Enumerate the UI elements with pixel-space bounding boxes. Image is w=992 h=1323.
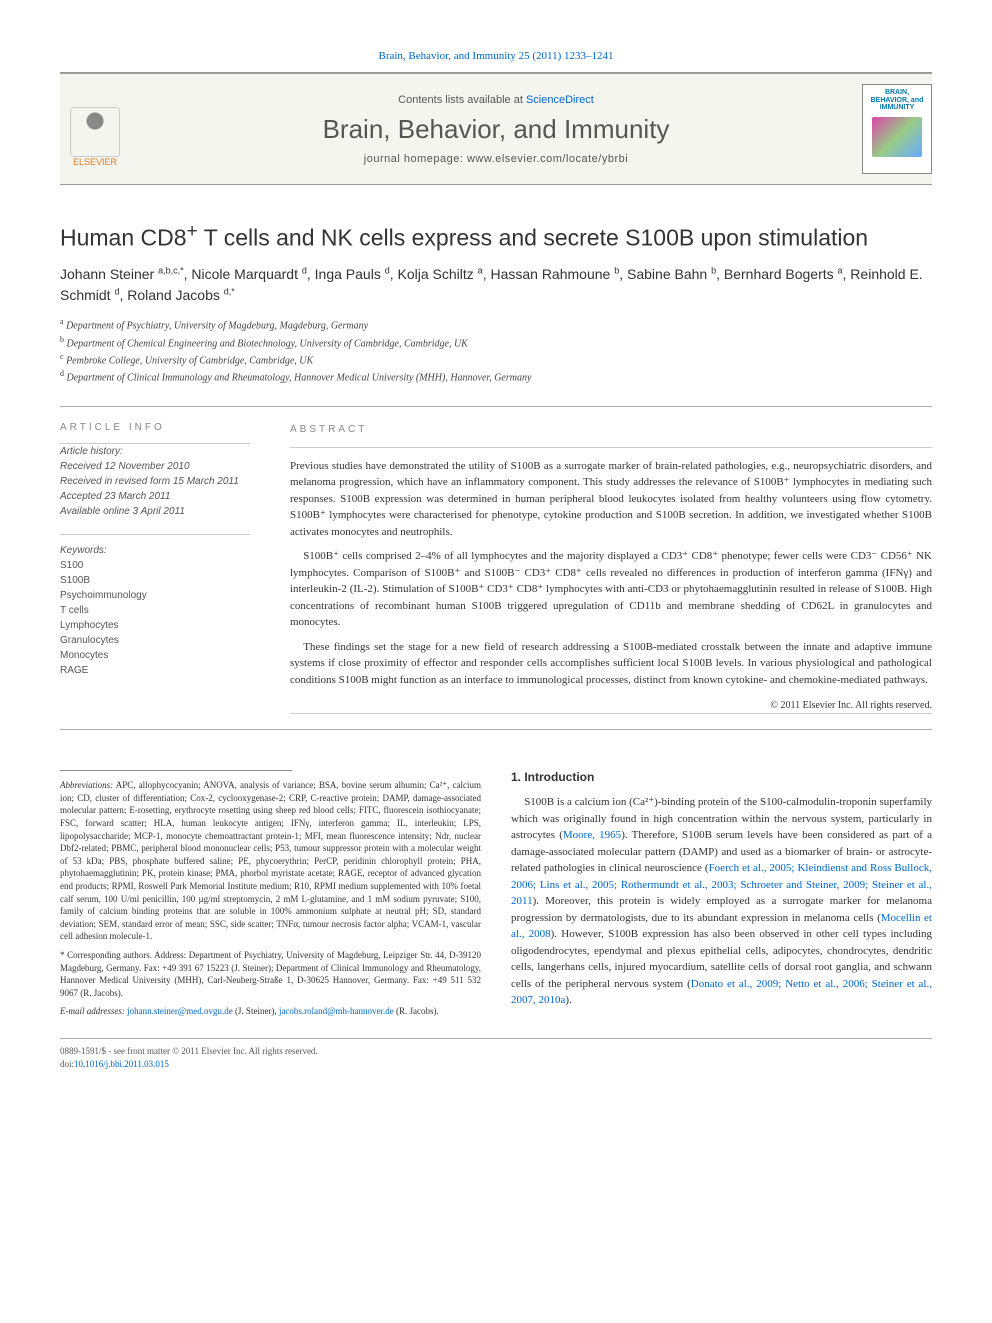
issn-copyright-line: 0889-1591/$ - see front matter © 2011 El… — [60, 1045, 932, 1058]
keyword-item: Monocytes — [60, 648, 250, 663]
keyword-item: Granulocytes — [60, 633, 250, 648]
journal-reference: Brain, Behavior, and Immunity 25 (2011) … — [60, 50, 932, 62]
introduction-column: 1. Introduction S100B is a calcium ion (… — [511, 770, 932, 1018]
history-line: Received 12 November 2010 — [60, 459, 250, 474]
affiliation-line: b Department of Chemical Engineering and… — [60, 334, 932, 351]
email-addresses-block: E-mail addresses: johann.steiner@med.ovg… — [60, 1005, 481, 1018]
elsevier-tree-icon — [70, 107, 120, 157]
journal-cover-thumbnail[interactable]: BRAIN, BEHAVIOR, and IMMUNITY — [862, 84, 932, 174]
article-info-sidebar: ARTICLE INFO Article history: Received 1… — [60, 407, 260, 730]
keyword-item: T cells — [60, 603, 250, 618]
journal-ref-link[interactable]: Brain, Behavior, and Immunity 25 (2011) … — [378, 50, 613, 62]
introduction-paragraph: S100B is a calcium ion (Ca²⁺)-binding pr… — [511, 794, 932, 1009]
affiliation-line: d Department of Clinical Immunology and … — [60, 368, 932, 385]
keywords-list: S100S100BPsychoimmunologyT cellsLymphocy… — [60, 558, 250, 678]
contents-available-line: Contents lists available at ScienceDirec… — [130, 94, 862, 106]
abstract-paragraph: S100B⁺ cells comprised 2–4% of all lymph… — [290, 548, 932, 631]
keywords-title: Keywords: — [60, 545, 250, 556]
affiliation-line: a Department of Psychiatry, University o… — [60, 316, 932, 333]
keyword-item: S100 — [60, 558, 250, 573]
introduction-heading: 1. Introduction — [511, 770, 932, 784]
journal-title: Brain, Behavior, and Immunity — [130, 114, 862, 145]
article-title: Human CD8+ T cells and NK cells express … — [60, 220, 932, 252]
corresponding-author-block: * Corresponding authors. Address: Depart… — [60, 949, 481, 999]
sciencedirect-link[interactable]: ScienceDirect — [526, 94, 594, 106]
doi-link[interactable]: 10.1016/j.bbi.2011.03.015 — [74, 1059, 169, 1069]
history-line: Accepted 23 March 2011 — [60, 489, 250, 504]
affiliation-line: c Pembroke College, University of Cambri… — [60, 351, 932, 368]
footnote-column: Abbreviations: APC, allophycocyanin; ANO… — [60, 770, 481, 1018]
abstract-paragraph: Previous studies have demonstrated the u… — [290, 458, 932, 541]
article-history-title: Article history: — [60, 444, 250, 459]
affiliations-list: a Department of Psychiatry, University o… — [60, 316, 932, 385]
history-line: Available online 3 April 2011 — [60, 504, 250, 519]
abstract-heading: ABSTRACT — [290, 422, 932, 437]
elsevier-logo[interactable]: ELSEVIER — [60, 92, 130, 167]
article-info-heading: ARTICLE INFO — [60, 422, 250, 433]
abstract-section: ABSTRACT Previous studies have demonstra… — [290, 407, 932, 730]
abstract-copyright: © 2011 Elsevier Inc. All rights reserved… — [290, 698, 932, 713]
email-link-steiner[interactable]: johann.steiner@med.ovgu.de — [127, 1006, 233, 1016]
cover-art-icon — [872, 117, 922, 157]
keyword-item: Psychoimmunology — [60, 588, 250, 603]
journal-homepage-url[interactable]: www.elsevier.com/locate/ybrbi — [467, 153, 628, 165]
journal-header-band: ELSEVIER Contents lists available at Sci… — [60, 73, 932, 185]
page-footer: 0889-1591/$ - see front matter © 2011 El… — [60, 1038, 932, 1070]
email-link-jacobs[interactable]: jacobs.roland@mh-hannover.de — [279, 1006, 394, 1016]
publisher-name: ELSEVIER — [73, 157, 117, 167]
keyword-item: RAGE — [60, 663, 250, 678]
abstract-paragraph: These findings set the stage for a new f… — [290, 639, 932, 689]
keyword-item: Lymphocytes — [60, 618, 250, 633]
history-line: Received in revised form 15 March 2011 — [60, 474, 250, 489]
citation-link[interactable]: Moore, 1965 — [563, 829, 621, 841]
author-list: Johann Steiner a,b,c,*, Nicole Marquardt… — [60, 264, 932, 306]
keyword-item: S100B — [60, 573, 250, 588]
journal-homepage-line: journal homepage: www.elsevier.com/locat… — [130, 153, 862, 165]
abbreviations-block: Abbreviations: APC, allophycocyanin; ANO… — [60, 779, 481, 943]
